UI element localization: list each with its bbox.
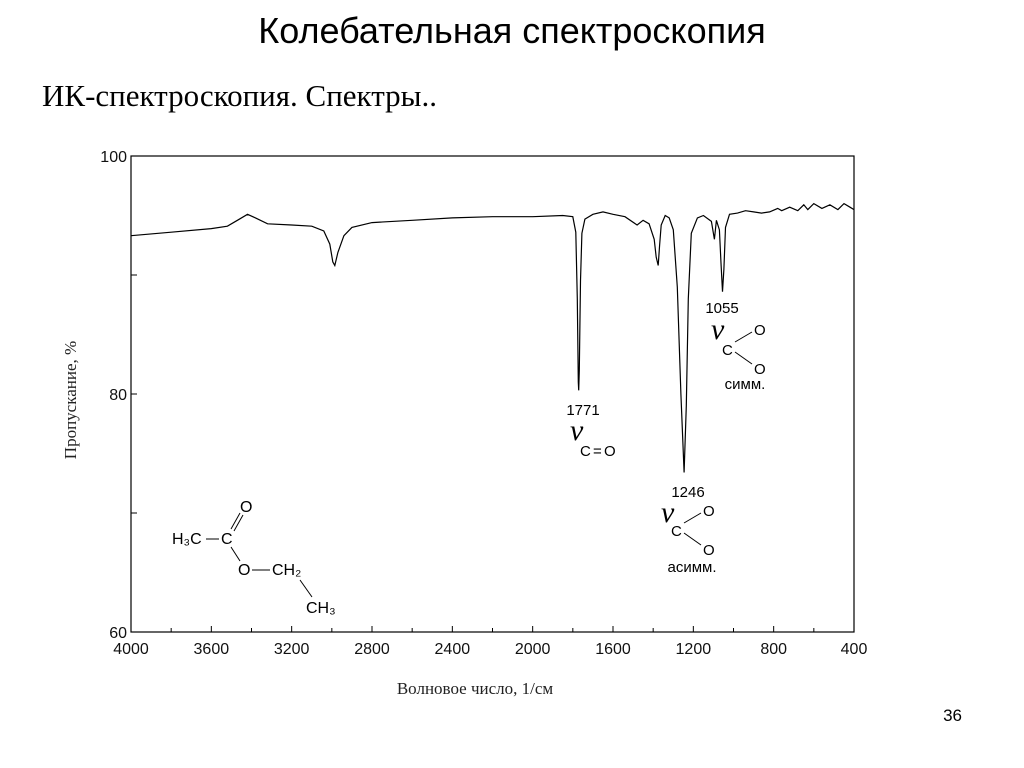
carbon-label: C: [580, 443, 591, 460]
slide-title: Колебательная спектроскопия: [258, 10, 766, 51]
slide-subtitle: ИК-спектроскопия. Спектры..: [42, 78, 437, 113]
x-tick-label: 1600: [595, 641, 631, 658]
ester-oxygen-label: O: [238, 562, 250, 579]
double-bond-sign: =: [593, 443, 602, 460]
mode-label: асимм.: [667, 559, 716, 576]
oxygen-label: O: [754, 361, 766, 378]
y-ticks: [131, 155, 137, 633]
x-tick-label: 1200: [676, 641, 712, 658]
bond-line: [683, 532, 702, 546]
annotation-wavenumber: 1055: [705, 300, 738, 317]
oxygen-label: O: [703, 542, 715, 559]
x-tick-labels: 4000 3600 3200 2800 2400 2000 1600 1200 800 400: [113, 641, 867, 658]
page-number: 36: [943, 706, 962, 725]
oxygen-label: O: [754, 322, 766, 339]
methyl-group-label: H₃C: [172, 531, 202, 548]
nu-symbol: ν: [661, 496, 675, 529]
mode-label: симм.: [725, 376, 766, 393]
spectrum-line: [130, 202, 855, 473]
x-tick-label: 4000: [113, 641, 149, 658]
carbon-label: C: [722, 342, 733, 359]
x-ticks: [130, 626, 855, 632]
x-tick-label: 3600: [194, 641, 230, 658]
carbonyl-oxygen-label: O: [240, 499, 252, 516]
nu-symbol: ν: [711, 313, 725, 346]
bond-line: [230, 512, 241, 530]
annotation-1055: 1055 ν C O O симм.: [705, 300, 765, 393]
annotation-1246: 1246 ν C O O асимм.: [661, 484, 717, 576]
y-tick-label: 60: [109, 625, 127, 642]
x-tick-label: 2400: [435, 641, 471, 658]
y-tick-labels: 60 80 100: [100, 149, 127, 642]
x-tick-label: 400: [841, 641, 868, 658]
annotation-1771: 1771 ν C = O: [566, 402, 615, 460]
annotation-wavenumber: 1246: [671, 484, 704, 501]
x-tick-label: 800: [760, 641, 787, 658]
nu-symbol: ν: [570, 414, 584, 447]
oxygen-label: O: [703, 503, 715, 520]
carbon-label: C: [671, 523, 682, 540]
bond-line: [230, 546, 241, 562]
x-tick-label: 2000: [515, 641, 551, 658]
y-axis-title: Пропускание, %: [61, 341, 80, 459]
y-tick-label: 100: [100, 149, 127, 166]
x-tick-label: 3200: [274, 641, 310, 658]
bond-line: [683, 512, 702, 524]
bond-line: [299, 579, 313, 598]
x-axis-title: Волновое число, 1/см: [397, 679, 554, 698]
carbonyl-carbon-label: C: [221, 531, 233, 548]
annotation-wavenumber: 1771: [566, 402, 599, 419]
bond-line: [734, 331, 753, 343]
x-tick-label: 2800: [354, 641, 390, 658]
methylene-group-label: CH₂: [272, 562, 301, 579]
oxygen-label: O: [604, 443, 616, 460]
bond-line: [233, 514, 244, 532]
y-tick-label: 80: [109, 387, 127, 404]
bond-line: [734, 351, 753, 365]
ethyl-acetate-structure: H₃C C O O CH₂ CH₃: [172, 499, 336, 617]
terminal-methyl-label: CH₃: [306, 600, 336, 617]
